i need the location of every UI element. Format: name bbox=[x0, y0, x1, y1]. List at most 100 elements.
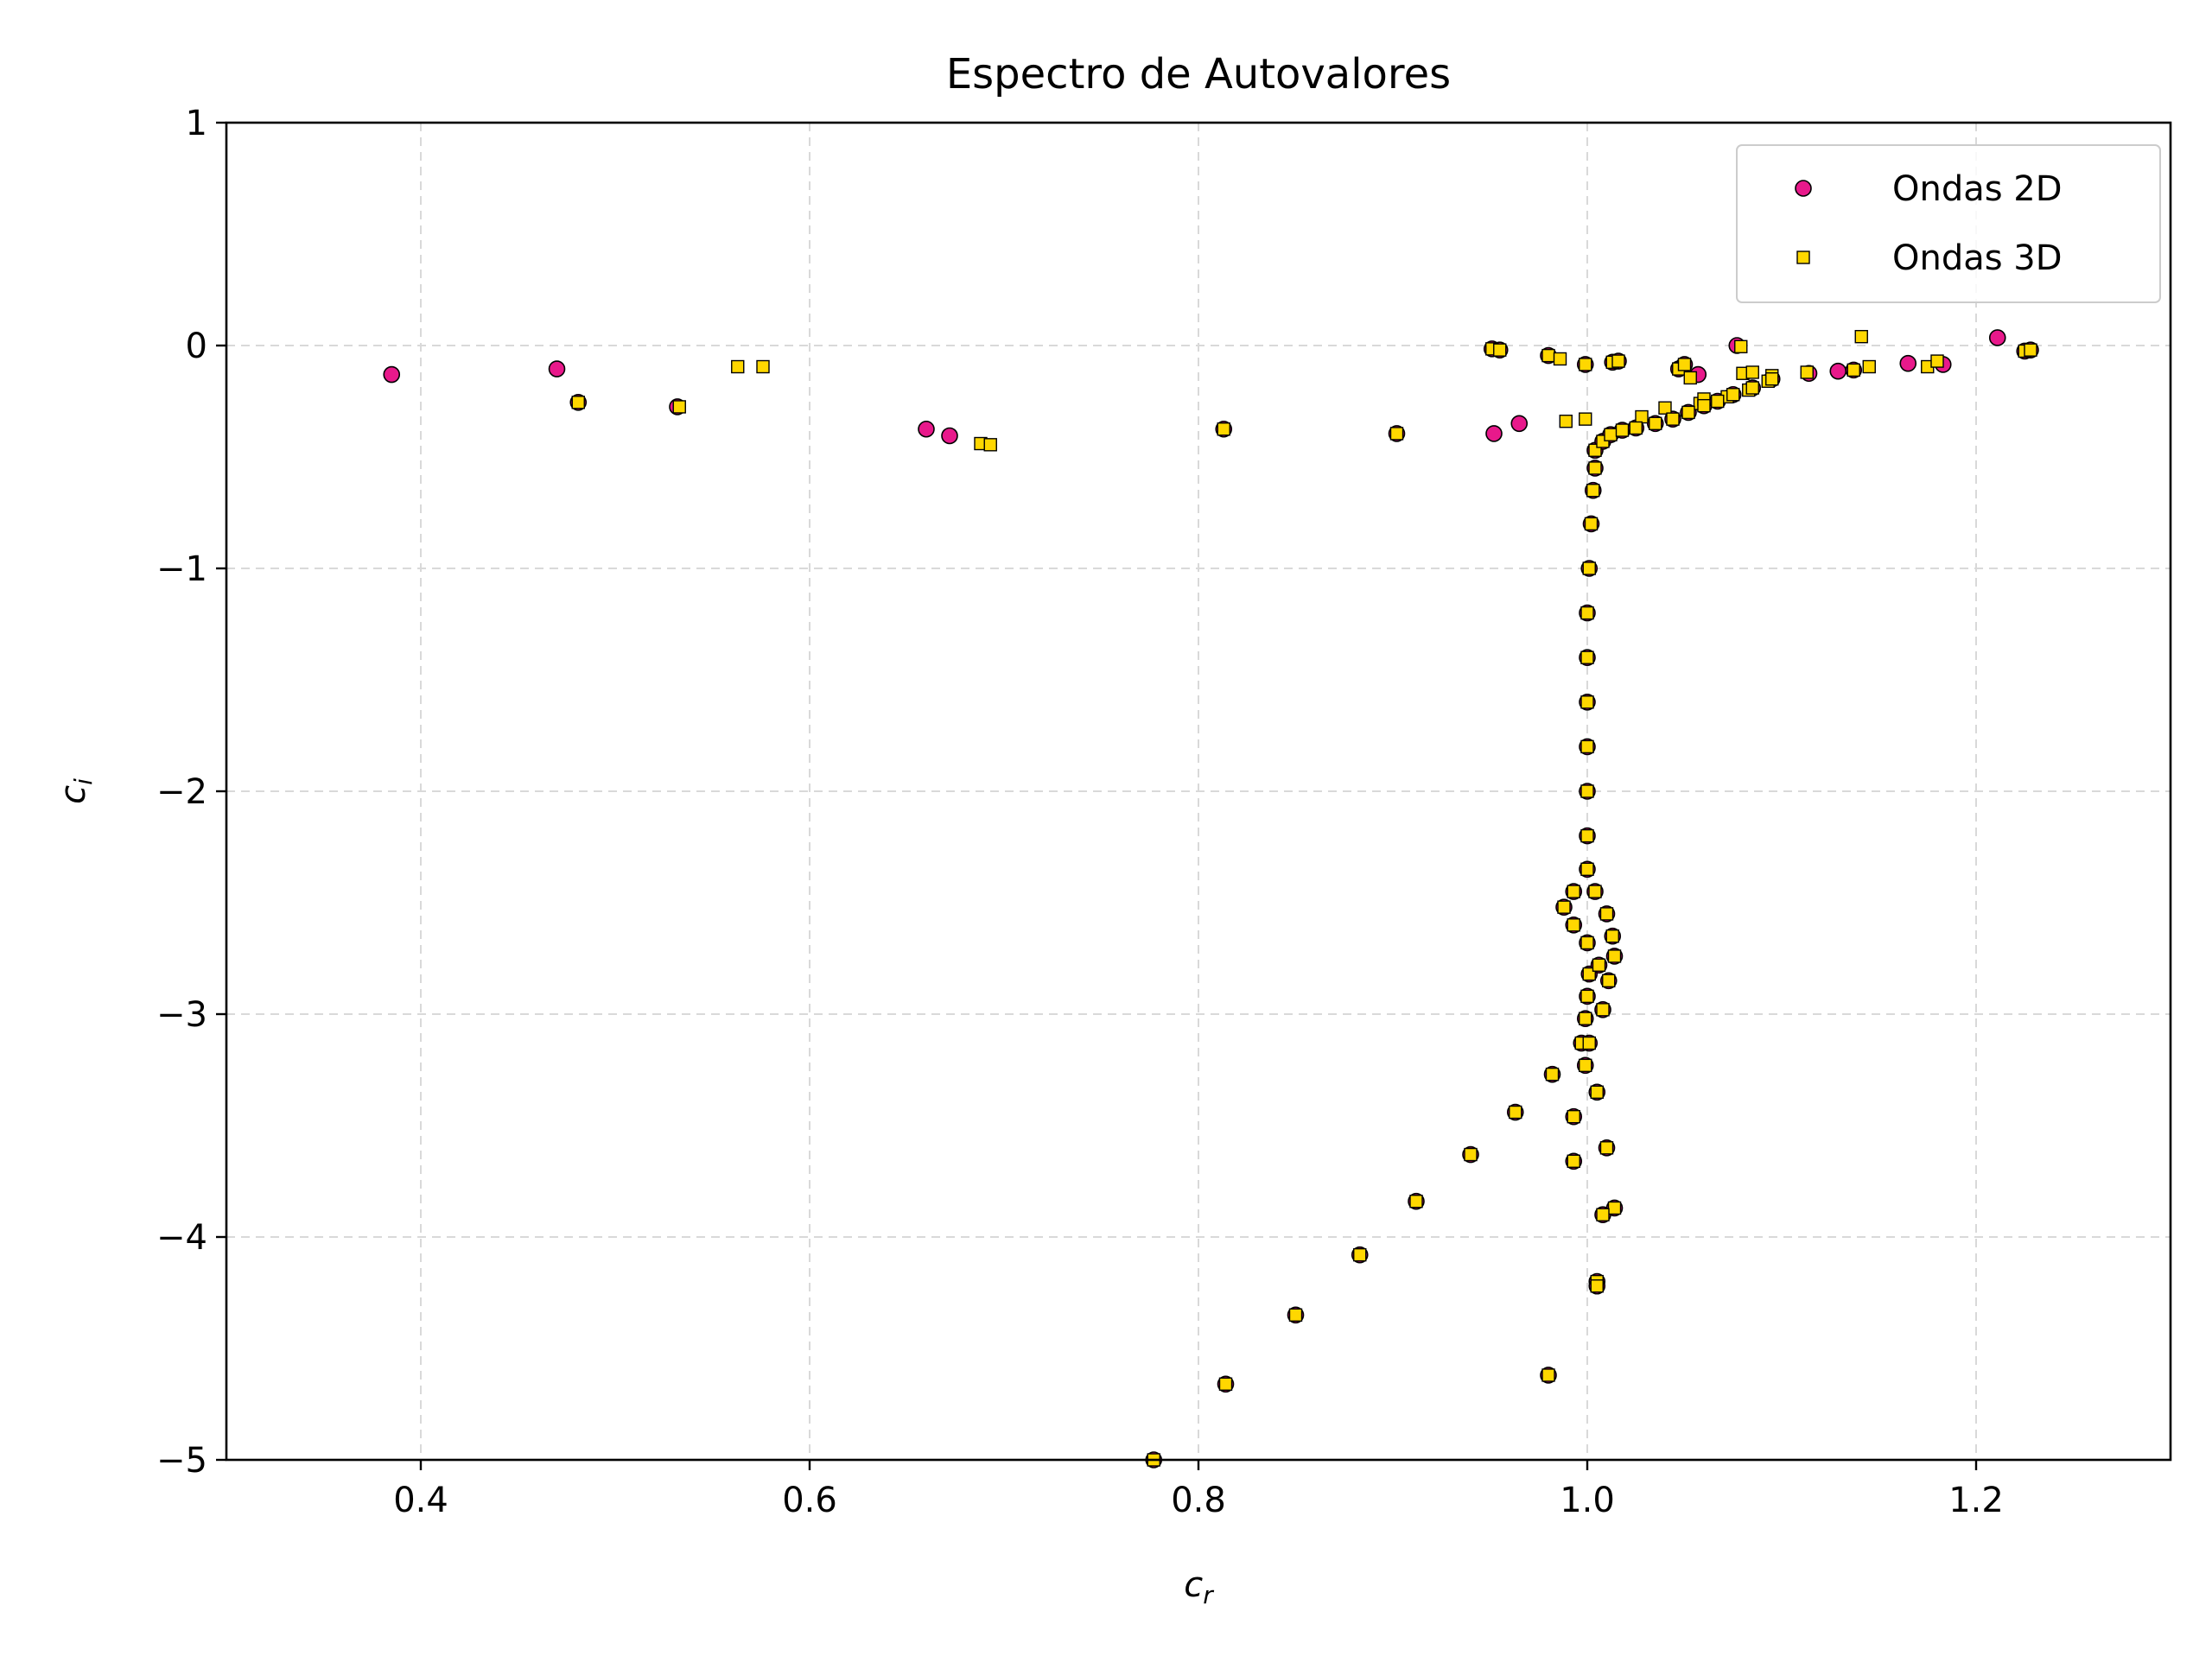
point-ondas-3d bbox=[1579, 412, 1592, 426]
point-ondas-3d bbox=[1629, 421, 1643, 435]
y-tick-label: −5 bbox=[156, 1441, 207, 1481]
y-tick-label: −4 bbox=[156, 1218, 207, 1258]
point-ondas-3d bbox=[1588, 461, 1602, 475]
point-ondas-3d bbox=[1734, 339, 1748, 353]
y-axis-label-base: c bbox=[54, 785, 93, 804]
point-ondas-3d bbox=[1599, 907, 1614, 921]
x-tick-label: 0.6 bbox=[782, 1481, 837, 1520]
legend: Ondas 2D Ondas 3D bbox=[1736, 144, 2161, 303]
point-ondas-3d bbox=[1288, 1308, 1303, 1323]
legend-label-ondas-2d: Ondas 2D bbox=[1892, 169, 2063, 209]
y-axis-label-subscript: i bbox=[69, 778, 98, 785]
point-ondas-3d bbox=[1862, 359, 1876, 374]
point-ondas-3d bbox=[1590, 1085, 1604, 1100]
axis-ticks: 0.4 0.6 0.8 1.0 1.2 −5 −4 −3 −2 −1 0 1 bbox=[156, 104, 2004, 1520]
point-ondas-3d bbox=[1580, 784, 1594, 798]
point-ondas-3d bbox=[1611, 354, 1625, 368]
point-ondas-3d bbox=[1847, 363, 1860, 377]
x-tick-label: 1.0 bbox=[1560, 1481, 1615, 1520]
point-ondas-3d bbox=[1711, 394, 1725, 409]
grid-lines bbox=[226, 122, 2171, 1461]
point-ondas-3d bbox=[1580, 862, 1594, 876]
legend-box bbox=[1736, 144, 2161, 303]
y-tick-label: −3 bbox=[156, 995, 207, 1035]
x-axis-label: cr bbox=[1184, 1565, 1214, 1609]
point-ondas-3d bbox=[1580, 828, 1594, 843]
point-ondas-3d bbox=[1605, 929, 1619, 943]
point-ondas-3d bbox=[1658, 401, 1672, 415]
point-ondas-3d bbox=[1592, 958, 1606, 972]
point-ondas-3d bbox=[1582, 1036, 1596, 1050]
point-ondas-3d bbox=[1567, 1154, 1580, 1168]
point-ondas-3d bbox=[1800, 365, 1814, 379]
data-points bbox=[383, 329, 2039, 1469]
point-ondas-2d bbox=[548, 360, 566, 377]
point-ondas-2d bbox=[383, 365, 401, 384]
legend-label-ondas-3d: Ondas 3D bbox=[1892, 238, 2063, 278]
point-ondas-3d bbox=[1541, 348, 1555, 363]
x-tick-label: 1.2 bbox=[1948, 1481, 2004, 1520]
point-ondas-2d bbox=[918, 420, 935, 438]
legend-marker-ondas-2d bbox=[1795, 180, 1812, 197]
point-ondas-3d bbox=[1559, 415, 1573, 428]
y-tick-label: −1 bbox=[156, 549, 207, 589]
point-ondas-3d bbox=[1765, 372, 1779, 386]
point-ondas-3d bbox=[1599, 1141, 1614, 1155]
point-ondas-3d bbox=[1579, 1058, 1592, 1073]
point-ondas-2d bbox=[1899, 354, 1917, 372]
point-ondas-3d bbox=[1745, 365, 1759, 379]
point-ondas-3d bbox=[756, 359, 770, 374]
point-ondas-3d bbox=[1579, 1012, 1592, 1025]
point-ondas-3d bbox=[1666, 412, 1680, 426]
legend-marker-ondas-3d bbox=[1796, 251, 1810, 264]
point-ondas-3d bbox=[1567, 1109, 1580, 1124]
point-ondas-3d bbox=[1567, 885, 1580, 898]
point-ondas-3d bbox=[1677, 358, 1692, 371]
point-ondas-3d bbox=[1635, 409, 1649, 424]
y-tick-label: 1 bbox=[186, 104, 207, 143]
point-ondas-3d bbox=[1580, 606, 1594, 620]
point-ondas-3d bbox=[1553, 352, 1567, 366]
point-ondas-3d bbox=[1579, 358, 1592, 371]
point-ondas-3d bbox=[1588, 885, 1602, 898]
point-ondas-3d bbox=[1596, 1003, 1610, 1017]
point-ondas-3d bbox=[1580, 936, 1594, 950]
point-ondas-2d bbox=[1829, 362, 1847, 380]
x-axis-label-subscript: r bbox=[1203, 1581, 1214, 1609]
point-ondas-3d bbox=[1683, 371, 1697, 385]
point-ondas-3d bbox=[672, 400, 686, 414]
point-ondas-3d bbox=[1493, 343, 1507, 357]
point-ondas-3d bbox=[1586, 484, 1600, 498]
point-ondas-3d bbox=[2024, 343, 2037, 357]
point-ondas-2d bbox=[1510, 415, 1529, 433]
chart-title: Espectro de Autovalores bbox=[946, 50, 1451, 98]
point-ondas-3d bbox=[1590, 1279, 1604, 1293]
point-ondas-3d bbox=[1567, 918, 1580, 932]
point-ondas-3d bbox=[1580, 739, 1594, 754]
point-ondas-3d bbox=[1541, 1368, 1555, 1382]
point-ondas-2d bbox=[1485, 425, 1503, 442]
point-ondas-3d bbox=[1604, 428, 1618, 441]
point-ondas-3d bbox=[1545, 1067, 1560, 1082]
point-ondas-3d bbox=[983, 438, 997, 452]
point-ondas-3d bbox=[1930, 354, 1944, 368]
point-ondas-3d bbox=[1389, 427, 1404, 441]
point-ondas-3d bbox=[1584, 517, 1599, 531]
point-ondas-3d bbox=[1745, 381, 1759, 395]
point-ondas-3d bbox=[1697, 398, 1711, 413]
point-ondas-3d bbox=[731, 359, 745, 374]
point-ondas-3d bbox=[1509, 1105, 1522, 1120]
point-ondas-3d bbox=[1582, 967, 1596, 981]
point-ondas-3d bbox=[1557, 900, 1571, 914]
x-tick-label: 0.8 bbox=[1171, 1481, 1226, 1520]
point-ondas-3d bbox=[1582, 561, 1596, 575]
point-ondas-3d bbox=[1218, 1377, 1233, 1391]
point-ondas-3d bbox=[1580, 695, 1594, 709]
x-tick-label: 0.4 bbox=[393, 1481, 448, 1520]
y-tick-label: −2 bbox=[156, 772, 207, 812]
series-ondas-2d bbox=[383, 329, 2039, 1469]
point-ondas-3d bbox=[1596, 1208, 1610, 1221]
point-ondas-3d bbox=[1726, 388, 1740, 402]
